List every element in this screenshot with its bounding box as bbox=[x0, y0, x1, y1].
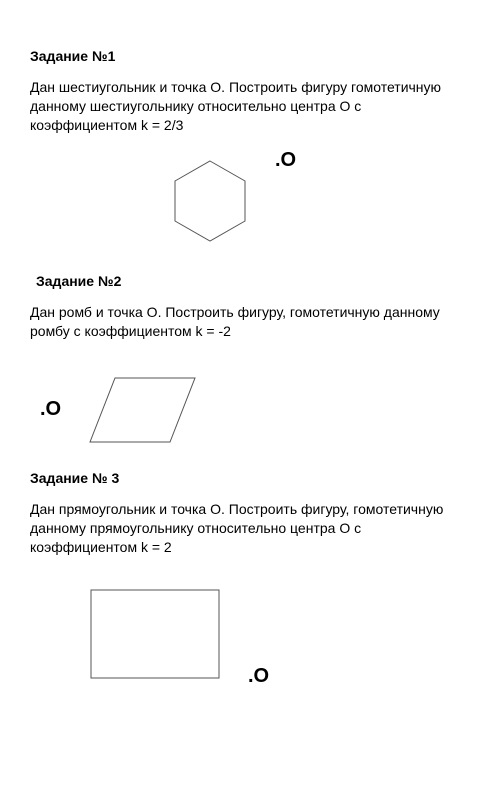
point-o-2: .О bbox=[40, 398, 61, 421]
hexagon-polygon bbox=[175, 161, 245, 241]
hexagon-shape bbox=[160, 153, 260, 249]
task-3-title: Задание № 3 bbox=[30, 470, 470, 486]
task-1-figure: .О bbox=[30, 143, 470, 263]
task-2-desc: Дан ромб и точка О. Построить фигуру, го… bbox=[30, 303, 470, 341]
task-2-title: Задание №2 bbox=[30, 273, 470, 289]
point-o-3: .О bbox=[248, 665, 269, 688]
rectangle-shape bbox=[90, 589, 222, 681]
task-1-desc: Дан шестиугольник и точка О. Построить ф… bbox=[30, 78, 470, 135]
task-1: Задание №1 Дан шестиугольник и точка О. … bbox=[30, 48, 470, 263]
task-2-figure: .О bbox=[30, 348, 470, 458]
point-o-1: .О bbox=[275, 149, 296, 172]
task-3-figure: .О bbox=[30, 565, 470, 695]
rectangle-rect bbox=[91, 590, 219, 678]
rhombus-shape bbox=[85, 370, 205, 450]
task-3: Задание № 3 Дан прямоугольник и точка О.… bbox=[30, 470, 470, 695]
task-3-desc: Дан прямоугольник и точка О. Построить ф… bbox=[30, 500, 470, 557]
task-1-title: Задание №1 bbox=[30, 48, 470, 64]
task-2: Задание №2 Дан ромб и точка О. Построить… bbox=[30, 273, 470, 459]
rhombus-polygon bbox=[90, 378, 195, 442]
